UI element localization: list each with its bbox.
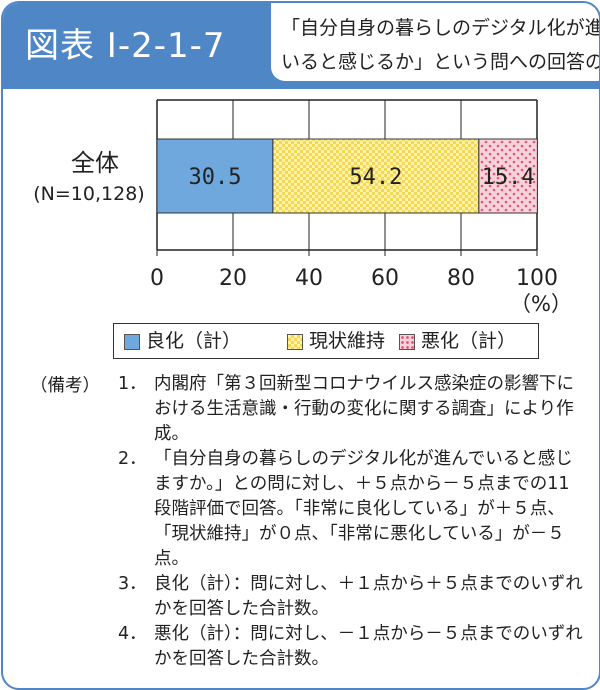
note-text: 内閣府「第３回新型コロナウイルス感染症の影響下における生活意識・行動の変化に関す… [154,374,574,444]
x-tick-label: 0 [150,266,164,291]
chart-legend: 良化（計） 現状維持 悪化（計） [113,323,539,359]
bar-value-label: 54.2 [349,165,402,190]
x-axis-unit-label: （%） [510,292,572,316]
note-number: 2． [118,449,147,469]
x-tick-label: 60 [371,266,399,291]
bar-value-label: 15.4 [482,165,535,190]
x-tick-label: 100 [516,266,558,291]
bar-value-label: 30.5 [188,165,241,190]
x-tick-label: 20 [219,266,247,291]
note-text: 悪化（計）：問に対し、－１点から－５点までのいずれかを回答した合計数。 [154,624,583,669]
bar-segment [156,138,274,214]
note-number: 4． [118,624,147,644]
figure-title-line-1: 「自分自身の暮らしのデジタル化が進んで [281,17,599,39]
figure-id: 図表 I-2-1-7 [25,26,226,66]
bar-segment [272,138,480,214]
figure-title-box: 「自分自身の暮らしのデジタル化が進んで いると感じるか」という問への回答の割合 [271,3,599,81]
note-number: 1． [118,374,147,394]
x-tick-label: 80 [447,266,475,291]
legend-label-unchanged: 現状維持 [309,330,386,352]
note-text: 「自分自身の暮らしのデジタル化が進んでいると感じますか。」との問に対し、＋５点か… [154,449,573,569]
x-tick-label: 40 [295,266,323,291]
category-label: 全体 [71,149,119,177]
note-number: 3． [118,574,147,594]
legend-swatch-worsened [399,334,415,350]
legend-swatch-improved [124,334,140,350]
bar-segment [478,138,538,214]
legend-label-worsened: 悪化（計） [421,330,517,352]
category-sublabel: (N=10,128) [33,183,144,205]
legend-label-improved: 良化（計） [146,330,242,352]
notes-label: （備考） [30,376,100,396]
figure-title-line-2: いると感じるか」という問への回答の割合 [281,51,599,73]
legend-swatch-unchanged [287,334,303,350]
note-text: 良化（計）：問に対し、＋１点から＋５点までのいずれかを回答した合計数。 [154,574,583,619]
